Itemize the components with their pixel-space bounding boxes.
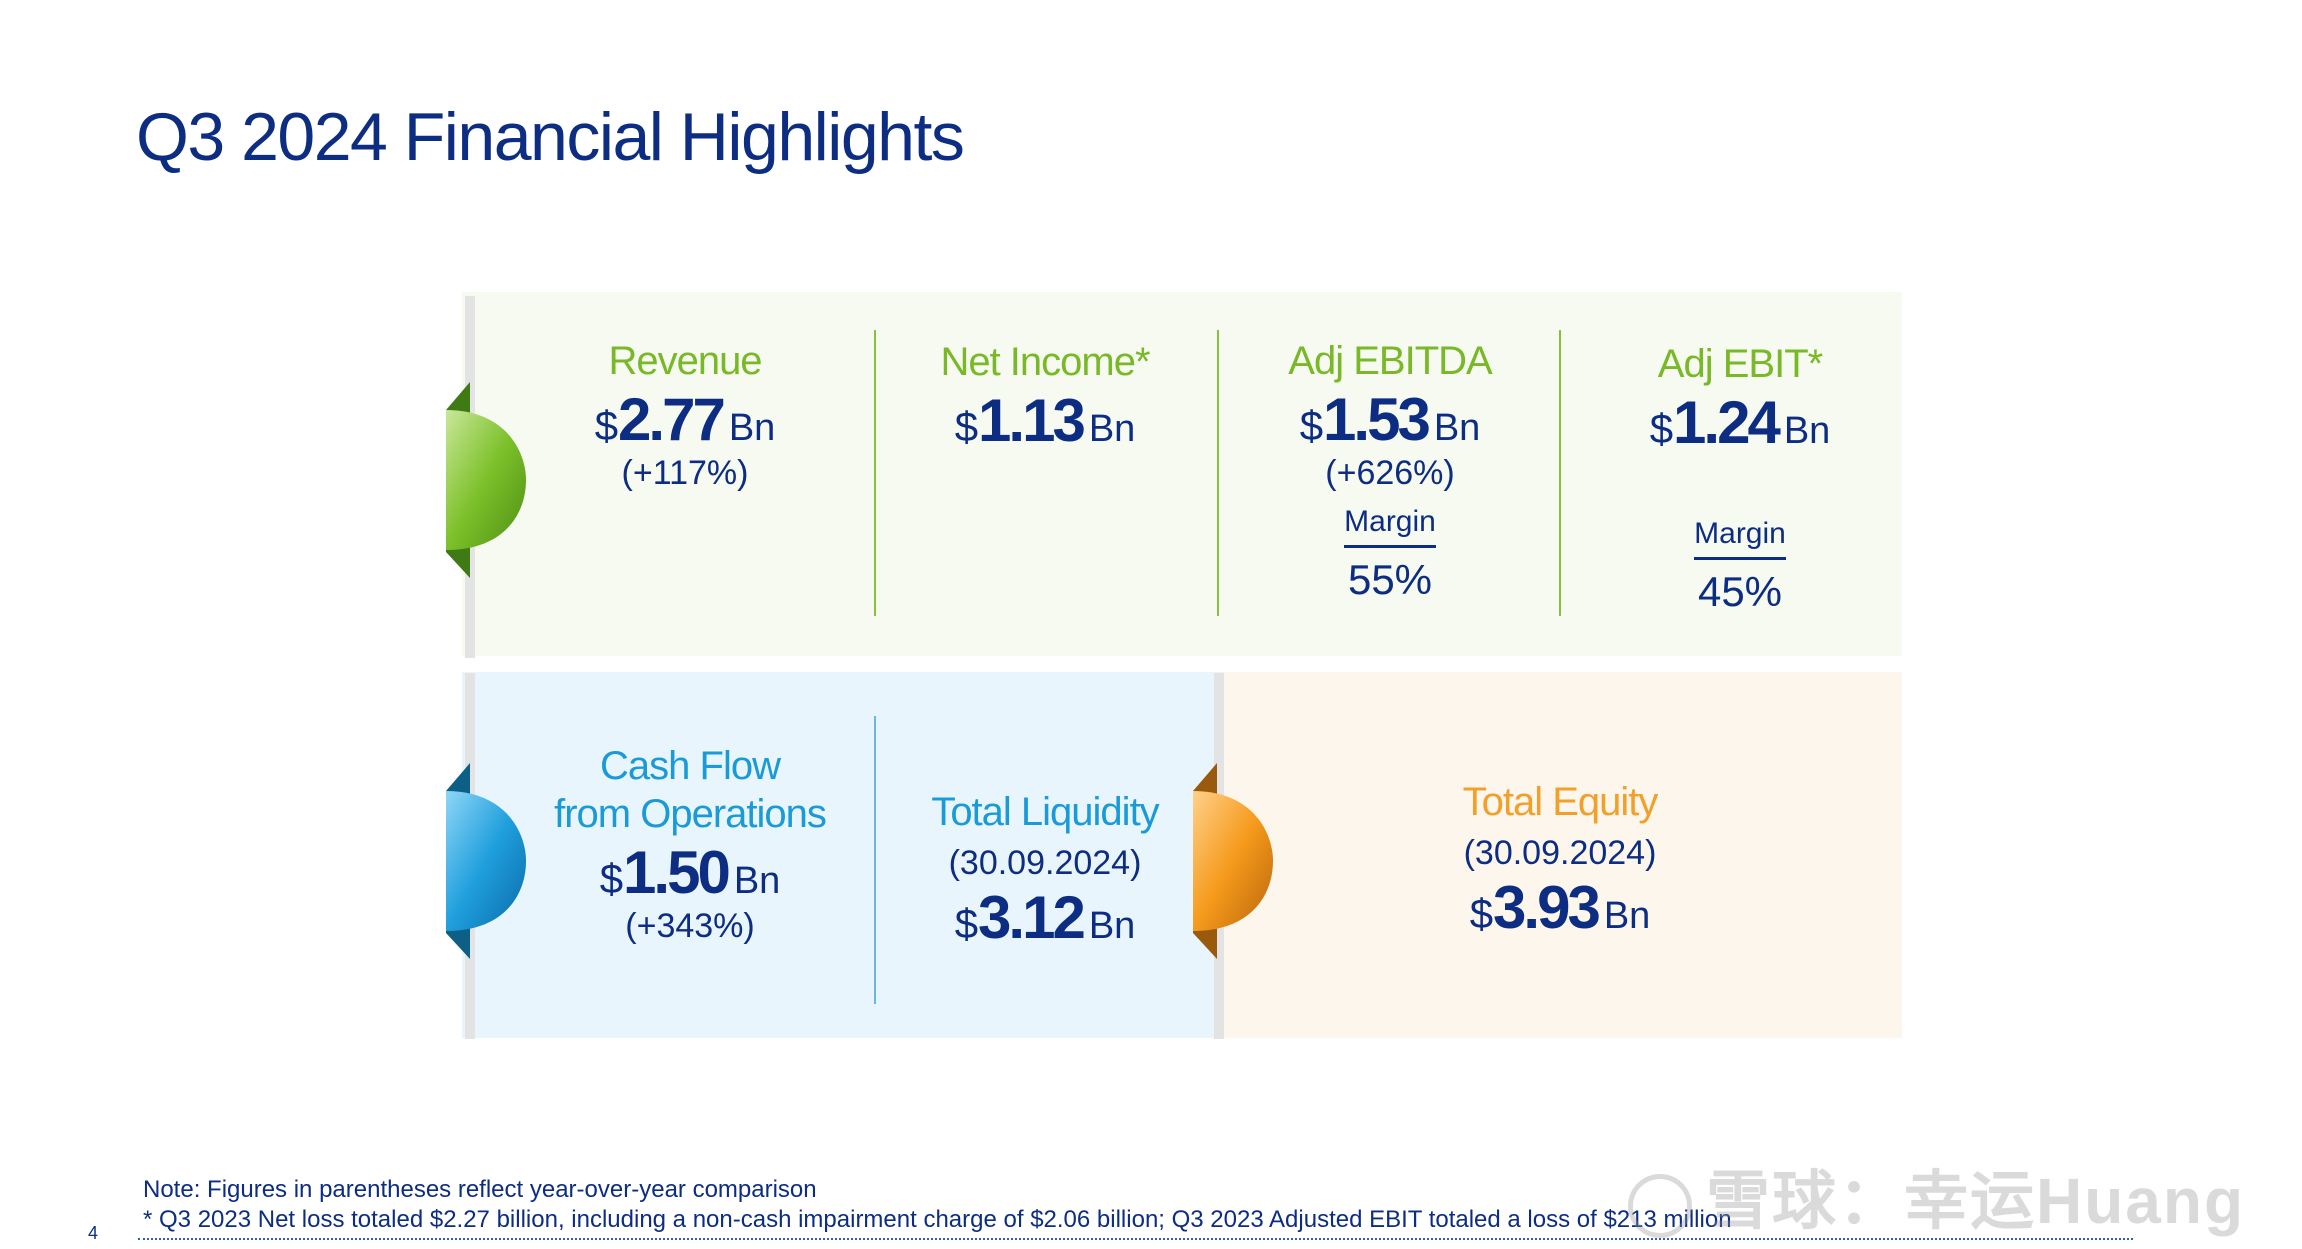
page-number: 4 bbox=[88, 1223, 99, 1243]
footnote-asterisk: * Q3 2023 Net loss totaled $2.27 billion… bbox=[143, 1206, 1732, 1233]
currency-symbol: $ bbox=[1469, 890, 1494, 937]
cash-liquidity-panel bbox=[462, 672, 1224, 1038]
value-unit: Bn bbox=[733, 860, 781, 902]
value-number: 1.53 bbox=[1323, 386, 1431, 453]
net-income-value: $1.13 Bn bbox=[900, 386, 1190, 455]
value-unit: Bn bbox=[1783, 410, 1831, 452]
adj-ebit-value: $1.24 Bn bbox=[1590, 388, 1890, 457]
adj-ebitda-label: Adj EBITDA bbox=[1288, 339, 1492, 383]
footnote-comparison: Note: Figures in parentheses reflect yea… bbox=[143, 1176, 817, 1203]
value-unit: Bn bbox=[1088, 408, 1136, 450]
divider bbox=[1559, 330, 1561, 616]
value-number: 3.93 bbox=[1493, 874, 1601, 941]
net-income-label: Net Income* bbox=[940, 340, 1150, 384]
total-liquidity-metric: Total Liquidity (30.09.2024) $3.12 Bn bbox=[890, 788, 1200, 952]
adj-ebitda-margin-label: Margin bbox=[1344, 505, 1436, 548]
adj-ebitda-margin-value: 55% bbox=[1347, 556, 1433, 603]
value-unit: Bn bbox=[1088, 905, 1136, 947]
value-number: 3.12 bbox=[978, 884, 1086, 951]
currency-symbol: $ bbox=[954, 900, 979, 947]
value-number: 1.24 bbox=[1673, 389, 1781, 456]
value-number: 2.77 bbox=[618, 386, 726, 453]
adj-ebitda-metric: Adj EBITDA $1.53 Bn (+626%) Margin 55% bbox=[1240, 337, 1540, 604]
revenue-value: $2.77 Bn bbox=[540, 385, 830, 454]
snowball-logo-icon bbox=[1628, 1174, 1692, 1239]
adj-ebit-metric: Adj EBIT* $1.24 Bn Margin 45% bbox=[1590, 340, 1890, 616]
revenue-change: (+117%) bbox=[621, 454, 749, 492]
revenue-metric: Revenue $2.77 Bn (+117%) bbox=[540, 337, 830, 493]
equity-panel bbox=[1224, 672, 1902, 1038]
currency-symbol: $ bbox=[954, 403, 979, 450]
value-unit: Bn bbox=[1603, 895, 1651, 937]
total-liquidity-date: (30.09.2024) bbox=[948, 844, 1142, 882]
top-metrics-panel bbox=[462, 292, 1902, 656]
total-liquidity-label: Total Liquidity bbox=[931, 790, 1159, 834]
cash-flow-change: (+343%) bbox=[625, 907, 755, 945]
adj-ebitda-change: (+626%) bbox=[1325, 454, 1455, 492]
divider bbox=[874, 716, 876, 1004]
currency-symbol: $ bbox=[599, 855, 624, 902]
divider bbox=[874, 330, 876, 616]
blue-marker-icon bbox=[446, 763, 526, 959]
value-unit: Bn bbox=[728, 407, 776, 449]
currency-symbol: $ bbox=[1299, 402, 1324, 449]
adj-ebitda-value: $1.53 Bn bbox=[1240, 385, 1540, 454]
currency-symbol: $ bbox=[594, 402, 619, 449]
divider bbox=[1217, 330, 1219, 616]
currency-symbol: $ bbox=[1649, 405, 1674, 452]
total-equity-label: Total Equity bbox=[1462, 780, 1659, 824]
adj-ebit-margin-label: Margin bbox=[1694, 517, 1786, 560]
value-number: 1.13 bbox=[978, 387, 1086, 454]
page-title: Q3 2024 Financial Highlights bbox=[136, 99, 965, 175]
cash-flow-metric: Cash Flow from Operations $1.50 Bn (+343%… bbox=[520, 742, 860, 946]
adj-ebit-margin-value: 45% bbox=[1697, 568, 1783, 615]
total-equity-date: (30.09.2024) bbox=[1463, 834, 1657, 872]
value-number: 1.50 bbox=[623, 839, 731, 906]
net-income-metric: Net Income* $1.13 Bn bbox=[900, 338, 1190, 455]
adj-ebit-label: Adj EBIT* bbox=[1657, 342, 1823, 386]
value-unit: Bn bbox=[1433, 407, 1481, 449]
cash-flow-label-line2: from Operations bbox=[554, 792, 827, 836]
cash-flow-value: $1.50 Bn bbox=[520, 838, 860, 907]
total-equity-metric: Total Equity (30.09.2024) $3.93 Bn bbox=[1400, 778, 1720, 942]
watermark-text: 雪球：幸运Huang bbox=[1706, 1165, 2246, 1237]
orange-marker-icon bbox=[1193, 763, 1273, 959]
watermark: 雪球：幸运Huang bbox=[1628, 1150, 2245, 1242]
green-marker-icon bbox=[446, 382, 526, 578]
total-equity-value: $3.93 Bn bbox=[1400, 873, 1720, 942]
footer-divider bbox=[138, 1238, 2133, 1240]
cash-flow-label-line1: Cash Flow bbox=[600, 744, 781, 788]
revenue-label: Revenue bbox=[608, 339, 762, 383]
total-liquidity-value: $3.12 Bn bbox=[890, 883, 1200, 952]
